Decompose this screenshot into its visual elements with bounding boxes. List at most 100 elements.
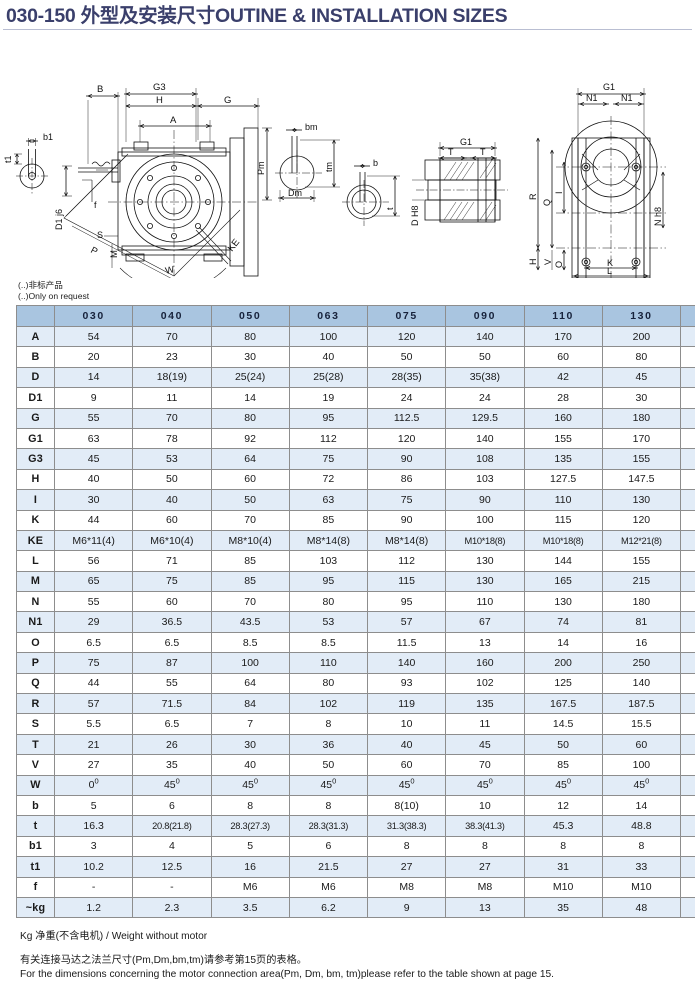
cell-K-110: 115 xyxy=(524,510,602,530)
page-header: 030-150 外型及安装尺寸OUTINE & INSTALLATION SIZ… xyxy=(0,0,695,28)
cell-R-040: 71.5 xyxy=(133,694,211,714)
cell-O-150: 18 xyxy=(681,632,695,652)
label-n-h8: N h8 xyxy=(653,207,663,226)
page-title: 030-150 外型及安装尺寸OUTINE & INSTALLATION SIZ… xyxy=(6,5,695,27)
cell-N1-050: 43.5 xyxy=(211,612,289,632)
cell-R-063: 102 xyxy=(289,694,367,714)
cell-P-050: 100 xyxy=(211,653,289,673)
cell-W-075: 450 xyxy=(368,775,446,795)
cell-O-090: 13 xyxy=(446,632,524,652)
cell-kg-130: 48 xyxy=(602,897,680,917)
cell-L-030: 56 xyxy=(55,551,133,571)
row-label-b: b xyxy=(17,795,55,815)
cell-A-040: 70 xyxy=(133,327,211,347)
cell-b-110: 12 xyxy=(524,795,602,815)
label-t-left: T xyxy=(448,147,454,157)
row-label-W: W xyxy=(17,775,55,795)
footnotes: Kg 净重(不含电机) / Weight without motor 有关连接马… xyxy=(20,930,695,982)
cell-T-090: 45 xyxy=(446,734,524,754)
motor-note-en: For the dimensions concerning the motor … xyxy=(20,968,695,982)
cell-K-040: 60 xyxy=(133,510,211,530)
label-g1-bore: G1 xyxy=(460,137,472,147)
cell-D-110: 42 xyxy=(524,367,602,387)
cell-O-030: 6.5 xyxy=(55,632,133,652)
cell-b-030: 5 xyxy=(55,795,133,815)
table-header-row: 030040050063075090110130150 xyxy=(17,306,695,327)
label-v: V xyxy=(543,259,553,265)
label-t-right: T xyxy=(480,147,486,157)
cell-O-050: 8.5 xyxy=(211,632,289,652)
table-row: B202330405050608080 xyxy=(17,347,695,367)
cell-M-150: 215 xyxy=(681,571,695,591)
cell-L-130: 155 xyxy=(602,551,680,571)
cell-KE-110: M10*18(8) xyxy=(524,530,602,550)
cell-b-130: 14 xyxy=(602,795,680,815)
cell-B-063: 40 xyxy=(289,347,367,367)
cell-b1-090: 8 xyxy=(446,836,524,856)
cell-B-110: 60 xyxy=(524,347,602,367)
cell-b-040: 6 xyxy=(133,795,211,815)
cell-R-130: 187.5 xyxy=(602,694,680,714)
label-a: A xyxy=(170,115,177,126)
cell-A-130: 200 xyxy=(602,327,680,347)
cell-D1-090: 24 xyxy=(446,388,524,408)
row-label-G1: G1 xyxy=(17,428,55,448)
cell-H-130: 147.5 xyxy=(602,469,680,489)
table-row: A547080100120140170200240 xyxy=(17,327,695,347)
cell-A-075: 120 xyxy=(368,327,446,347)
cell-G3-040: 53 xyxy=(133,449,211,469)
row-label-M: M xyxy=(17,571,55,591)
cell-KE-030: M6*11(4) xyxy=(55,530,133,550)
row-label-b1: b1 xyxy=(17,836,55,856)
cell-f-050: M6 xyxy=(211,877,289,897)
cell-D1-030: 9 xyxy=(55,388,133,408)
cell-kg-090: 13 xyxy=(446,897,524,917)
cell-K-130: 120 xyxy=(602,510,680,530)
cell-B-050: 30 xyxy=(211,347,289,367)
cell-b1-110: 8 xyxy=(524,836,602,856)
cell-G-040: 70 xyxy=(133,408,211,428)
cell-N-090: 110 xyxy=(446,592,524,612)
cell-S-150: 18 xyxy=(681,714,695,734)
cell-D-030: 14 xyxy=(55,367,133,387)
cell-I-030: 30 xyxy=(55,490,133,510)
motor-note-cn: 有关连接马达之法兰尺寸(Pm,Dm,bm,tm)请参考第15页的表格。 xyxy=(20,954,695,968)
cell-R-075: 119 xyxy=(368,694,446,714)
cell-G1-150: 200 xyxy=(681,428,695,448)
cell-t1-150: 38 xyxy=(681,857,695,877)
cell-D1-075: 24 xyxy=(368,388,446,408)
cell-T-130: 60 xyxy=(602,734,680,754)
label-l: L xyxy=(607,266,612,276)
label-bm: bm xyxy=(305,122,318,132)
cell-t1-040: 12.5 xyxy=(133,857,211,877)
row-label-N1: N1 xyxy=(17,612,55,632)
cell-S-040: 6.5 xyxy=(133,714,211,734)
label-pm: Pm xyxy=(256,162,266,176)
cell-b1-050: 5 xyxy=(211,836,289,856)
cell-V-110: 85 xyxy=(524,755,602,775)
cell-O-110: 14 xyxy=(524,632,602,652)
cell-KE-090: M10*18(8) xyxy=(446,530,524,550)
cell-kg-063: 6.2 xyxy=(289,897,367,917)
label-b1: b1 xyxy=(43,132,53,142)
footnote-gap xyxy=(20,944,695,954)
cell-R-030: 57 xyxy=(55,694,133,714)
column-header-150: 150 xyxy=(681,306,695,327)
cell-V-063: 50 xyxy=(289,755,367,775)
table-row: b13456888810 xyxy=(17,836,695,856)
cell-t1-110: 31 xyxy=(524,857,602,877)
cell-b1-040: 4 xyxy=(133,836,211,856)
cell-N-050: 70 xyxy=(211,592,289,612)
row-label-G: G xyxy=(17,408,55,428)
cell-f-110: M10 xyxy=(524,877,602,897)
cell-b-050: 8 xyxy=(211,795,289,815)
cell-N-030: 55 xyxy=(55,592,133,612)
cell-D1-150: 35 xyxy=(681,388,695,408)
cell-t-050: 28.3(27.3) xyxy=(211,816,289,836)
cell-t-130: 48.8 xyxy=(602,816,680,836)
row-label-R: R xyxy=(17,694,55,714)
cell-G3-090: 108 xyxy=(446,449,524,469)
